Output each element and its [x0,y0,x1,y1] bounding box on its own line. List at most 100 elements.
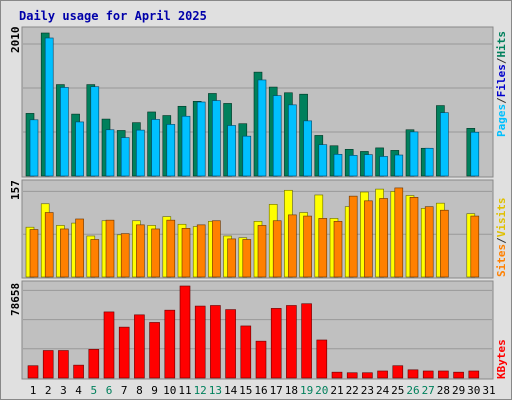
panel-top: 2010 Pages/Files/Hits [9,26,508,178]
bar-sites-day-11 [181,228,191,278]
x-tick-label-30: 30 [467,384,480,397]
bar-kbytes-day-29 [453,371,464,379]
legend-hits: Hits [495,31,508,58]
bar-kbytes-day-13 [210,305,221,379]
bar-files-day-28 [440,112,449,177]
bar-files-day-1 [29,119,39,177]
bar-sites-day-8 [136,224,145,278]
bar-sites-day-7 [120,233,130,278]
bar-files-day-11 [181,115,191,177]
bar-sites-day-14 [227,238,236,278]
x-tick-label-25: 25 [391,384,404,397]
bar-kbytes-day-23 [362,372,373,379]
x-tick-label-24: 24 [376,384,390,397]
bar-kbytes-day-28 [438,370,449,379]
panel-middle-bars [25,187,480,278]
bar-sites-day-5 [90,239,100,278]
bar-sites-day-22 [348,195,358,278]
bar-sites-day-10 [166,219,176,278]
x-tick-label-1: 1 [30,384,37,397]
bar-sites-day-6 [105,219,115,278]
bar-files-day-7 [120,137,130,177]
bar-kbytes-day-10 [164,309,176,379]
x-tick-label-27: 27 [422,384,435,397]
bar-files-day-18 [288,104,297,177]
panel-top-max-label: 2010 [9,27,22,54]
x-tick-label-8: 8 [136,384,143,397]
bar-files-day-10 [166,124,176,177]
bar-kbytes-day-8 [134,314,145,379]
bar-files-day-3 [60,87,69,177]
x-tick-label-9: 9 [151,384,158,397]
legend-visits: Visits [495,198,508,238]
x-tick-label-6: 6 [106,384,113,397]
bar-kbytes-day-25 [392,365,404,379]
legend-separator: / [495,57,508,64]
bar-files-day-5 [90,86,100,177]
x-tick-label-12: 12 [194,384,207,397]
x-tick-label-14: 14 [224,384,238,397]
bar-files-day-6 [105,129,115,177]
x-tick-label-18: 18 [285,384,298,397]
panel-top-legend: Pages/Files/Hits [495,31,508,137]
panel-top-bars [25,32,480,177]
bar-files-day-4 [75,121,84,177]
panel-bottom-legend: KBytes [495,339,508,379]
bar-sites-day-12 [196,224,206,278]
bar-kbytes-day-3 [58,350,69,379]
legend-separator: / [495,237,508,244]
bar-kbytes-day-5 [88,349,100,379]
x-tick-label-3: 3 [60,384,67,397]
x-tick-label-15: 15 [239,384,252,397]
panel-middle-legend: Sites/Visits [495,198,508,278]
bar-kbytes-day-21 [331,371,343,379]
panel-middle: 157 Sites/Visits [9,179,508,279]
bar-sites-day-25 [394,187,404,278]
bar-kbytes-day-19 [301,303,312,379]
bar-kbytes-day-11 [179,285,191,379]
x-tick-label-13: 13 [209,384,222,397]
x-tick-label-28: 28 [437,384,450,397]
panel-bottom-max-label: 78658 [9,283,22,316]
legend-separator: / [495,97,508,104]
panel-middle-max-label: 157 [9,180,22,200]
bar-files-day-12 [196,101,206,177]
bar-kbytes-day-12 [194,305,206,379]
x-tick-label-7: 7 [121,384,128,397]
x-tick-label-26: 26 [406,384,419,397]
bar-kbytes-day-6 [103,311,115,379]
bar-kbytes-day-27 [422,370,434,379]
bar-kbytes-day-15 [240,325,252,379]
bar-sites-day-13 [212,220,221,278]
bar-files-day-27 [424,147,434,177]
bar-sites-day-28 [440,209,449,278]
bar-kbytes-day-30 [468,370,480,379]
bar-kbytes-day-26 [407,369,419,379]
bar-sites-day-18 [288,214,297,278]
x-tick-label-19: 19 [300,384,313,397]
bar-sites-day-16 [257,225,267,278]
bar-files-day-15 [242,135,252,177]
bar-kbytes-day-7 [118,326,130,379]
x-tick-label-11: 11 [178,384,191,397]
bar-files-day-14 [227,125,236,177]
bar-files-day-13 [212,100,221,177]
bar-files-day-24 [379,156,388,177]
bar-sites-day-2 [44,212,54,278]
bar-files-day-9 [151,119,160,177]
bar-kbytes-day-4 [73,364,84,379]
panel-bottom-bars [27,285,480,379]
bar-sites-day-21 [333,221,343,278]
x-tick-label-17: 17 [270,384,283,397]
x-tick-label-20: 20 [315,384,328,397]
x-tick-label-29: 29 [452,384,465,397]
bar-files-day-23 [364,154,373,177]
bar-sites-day-3 [60,228,69,278]
bar-sites-day-19 [303,215,312,278]
bar-sites-day-9 [151,228,160,278]
x-tick-label-4: 4 [75,384,82,397]
legend-files: Files [495,64,508,97]
legend-pages: Pages [495,104,508,137]
